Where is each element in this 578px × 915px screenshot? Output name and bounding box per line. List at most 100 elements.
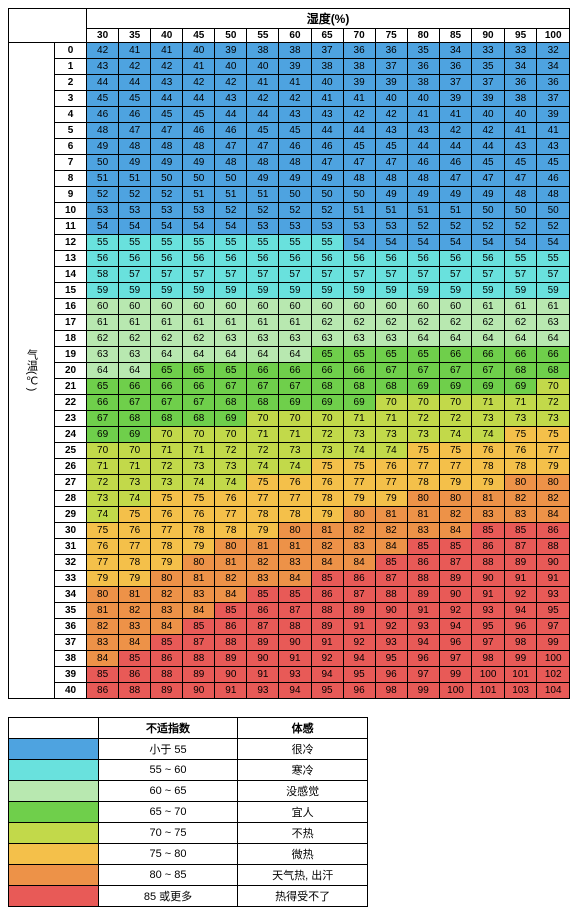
data-cell: 49: [119, 155, 151, 171]
data-cell: 61: [247, 315, 279, 331]
legend-range-label: 小于 55: [98, 739, 238, 760]
table-row: 33797980818283848586878889909191: [9, 571, 570, 587]
data-cell: 78: [472, 459, 505, 475]
data-cell: 63: [375, 331, 407, 347]
data-cell: 66: [87, 395, 119, 411]
temperature-row-label: 40: [55, 683, 87, 699]
data-cell: 53: [247, 219, 279, 235]
data-cell: 54: [537, 235, 570, 251]
data-cell: 74: [215, 475, 247, 491]
data-cell: 38: [247, 43, 279, 59]
data-cell: 75: [343, 459, 375, 475]
data-cell: 35: [407, 43, 439, 59]
data-cell: 71: [87, 459, 119, 475]
data-cell: 84: [439, 523, 472, 539]
data-cell: 82: [151, 587, 183, 603]
data-cell: 66: [537, 347, 570, 363]
data-cell: 88: [183, 651, 215, 667]
data-cell: 68: [215, 395, 247, 411]
data-cell: 76: [87, 539, 119, 555]
data-cell: 72: [311, 427, 343, 443]
data-cell: 69: [504, 379, 537, 395]
humidity-col-header: 95: [504, 29, 537, 43]
table-row: 30757677787879808182828384858586: [9, 523, 570, 539]
temperature-row-label: 27: [55, 475, 87, 491]
data-cell: 56: [407, 251, 439, 267]
data-cell: 59: [504, 283, 537, 299]
data-cell: 95: [472, 619, 505, 635]
data-cell: 75: [407, 443, 439, 459]
data-cell: 56: [343, 251, 375, 267]
data-cell: 42: [87, 43, 119, 59]
temperature-row-label: 11: [55, 219, 87, 235]
data-cell: 74: [247, 459, 279, 475]
data-cell: 78: [504, 459, 537, 475]
data-cell: 57: [279, 267, 311, 283]
data-cell: 94: [343, 651, 375, 667]
humidity-col-header: 35: [119, 29, 151, 43]
data-cell: 76: [504, 443, 537, 459]
data-cell: 41: [247, 75, 279, 91]
data-cell: 42: [343, 107, 375, 123]
data-cell: 90: [375, 603, 407, 619]
data-cell: 60: [247, 299, 279, 315]
data-cell: 78: [407, 475, 439, 491]
data-cell: 89: [343, 603, 375, 619]
data-cell: 84: [183, 603, 215, 619]
data-cell: 101: [504, 667, 537, 683]
temperature-row-label: 4: [55, 107, 87, 123]
data-cell: 49: [151, 155, 183, 171]
data-cell: 48: [183, 139, 215, 155]
table-row: 27727373747475767677777879798080: [9, 475, 570, 491]
data-cell: 87: [279, 603, 311, 619]
data-cell: 82: [375, 523, 407, 539]
data-cell: 74: [375, 443, 407, 459]
data-cell: 75: [537, 427, 570, 443]
data-cell: 54: [407, 235, 439, 251]
data-cell: 92: [311, 651, 343, 667]
data-cell: 52: [537, 219, 570, 235]
data-cell: 53: [87, 203, 119, 219]
data-cell: 45: [151, 107, 183, 123]
data-cell: 62: [439, 315, 472, 331]
data-cell: 68: [343, 379, 375, 395]
data-cell: 72: [407, 411, 439, 427]
data-cell: 57: [183, 267, 215, 283]
data-cell: 44: [343, 123, 375, 139]
data-cell: 98: [472, 651, 505, 667]
data-cell: 84: [215, 587, 247, 603]
data-cell: 48: [407, 171, 439, 187]
data-cell: 36: [439, 59, 472, 75]
data-cell: 71: [183, 443, 215, 459]
data-cell: 33: [504, 43, 537, 59]
data-cell: 47: [119, 123, 151, 139]
temperature-row-label: 24: [55, 427, 87, 443]
temperature-row-label: 15: [55, 283, 87, 299]
data-cell: 52: [87, 187, 119, 203]
data-cell: 67: [247, 379, 279, 395]
data-cell: 69: [343, 395, 375, 411]
data-cell: 68: [183, 411, 215, 427]
data-cell: 99: [537, 635, 570, 651]
data-cell: 80: [87, 587, 119, 603]
data-cell: 86: [247, 603, 279, 619]
data-cell: 63: [279, 331, 311, 347]
data-cell: 76: [311, 475, 343, 491]
data-cell: 38: [279, 43, 311, 59]
data-cell: 62: [504, 315, 537, 331]
data-cell: 50: [537, 203, 570, 219]
temperature-row-label: 23: [55, 411, 87, 427]
data-cell: 53: [183, 203, 215, 219]
data-cell: 73: [537, 411, 570, 427]
data-cell: 56: [472, 251, 505, 267]
data-cell: 51: [183, 187, 215, 203]
data-cell: 64: [537, 331, 570, 347]
data-cell: 70: [407, 395, 439, 411]
data-cell: 63: [119, 347, 151, 363]
temperature-row-label: 5: [55, 123, 87, 139]
data-cell: 38: [407, 75, 439, 91]
data-cell: 43: [87, 59, 119, 75]
data-cell: 45: [279, 123, 311, 139]
table-row: 408688899091939495969899100101103104: [9, 683, 570, 699]
data-cell: 53: [311, 219, 343, 235]
